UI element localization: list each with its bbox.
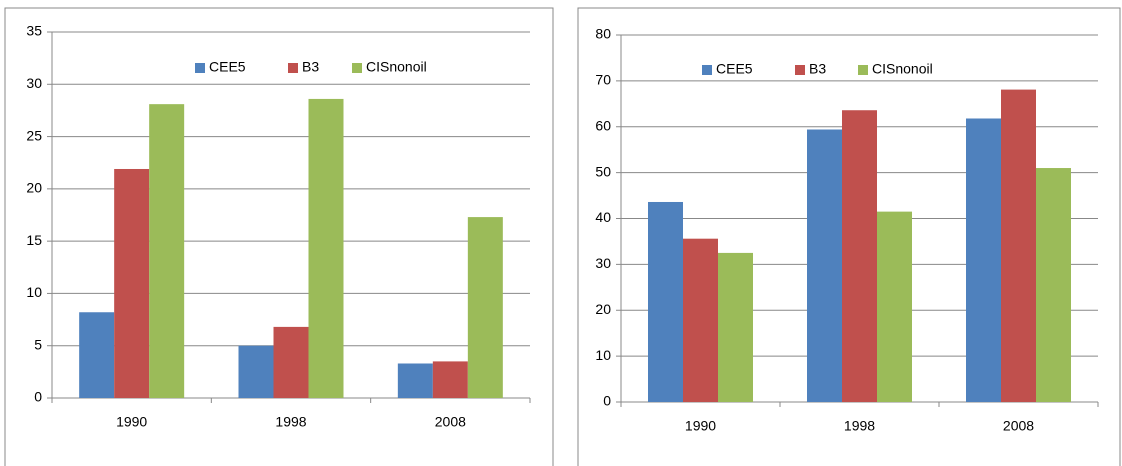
bar (432, 361, 468, 398)
y-tick-label: 0 (34, 389, 42, 405)
x-tick-label: 2008 (435, 414, 466, 430)
legend-swatch (858, 65, 868, 75)
legend-label: CEE5 (209, 59, 246, 75)
y-tick-label: 20 (26, 180, 42, 196)
bar (238, 345, 274, 398)
legend-swatch (702, 65, 712, 75)
y-tick-label: 70 (595, 72, 611, 88)
y-tick-label: 30 (595, 255, 611, 271)
x-tick-label: 1998 (844, 418, 875, 434)
bar (1001, 89, 1036, 402)
legend-label: CISnonoil (366, 59, 427, 75)
y-tick-label: 25 (26, 127, 42, 143)
y-tick-label: 50 (595, 163, 611, 179)
y-tick-label: 5 (34, 336, 42, 352)
x-tick-label: 1990 (685, 418, 716, 434)
legend-swatch (288, 63, 298, 73)
bar (718, 252, 753, 402)
x-tick-label: 2008 (1003, 418, 1034, 434)
bar (467, 217, 503, 398)
y-tick-label: 10 (595, 347, 611, 363)
bar (683, 238, 718, 402)
bar (807, 129, 842, 402)
legend-label: B3 (302, 59, 319, 75)
y-tick-label: 80 (595, 26, 611, 42)
bar (648, 201, 683, 402)
y-tick-label: 15 (26, 232, 42, 248)
legend-label: CISnonoil (872, 61, 933, 77)
x-tick-label: 1990 (116, 414, 147, 430)
bar (1036, 168, 1071, 402)
y-tick-label: 35 (26, 23, 42, 39)
bar (114, 168, 150, 398)
legend-swatch (352, 63, 362, 73)
y-tick-label: 60 (595, 117, 611, 133)
bar (877, 211, 912, 402)
legend-label: B3 (809, 61, 826, 77)
legend-label: CEE5 (716, 61, 753, 77)
legend-swatch (795, 65, 805, 75)
bar (842, 110, 877, 403)
y-tick-label: 20 (595, 301, 611, 317)
y-tick-label: 30 (26, 75, 42, 91)
bar (966, 118, 1001, 403)
bar (308, 98, 344, 398)
bar (79, 312, 115, 398)
bar (397, 363, 433, 398)
y-tick-label: 40 (595, 209, 611, 225)
legend-swatch (195, 63, 205, 73)
bar (273, 326, 309, 398)
y-tick-label: 0 (603, 393, 611, 409)
bar (149, 104, 185, 398)
x-tick-label: 1998 (275, 414, 306, 430)
y-tick-label: 10 (26, 284, 42, 300)
